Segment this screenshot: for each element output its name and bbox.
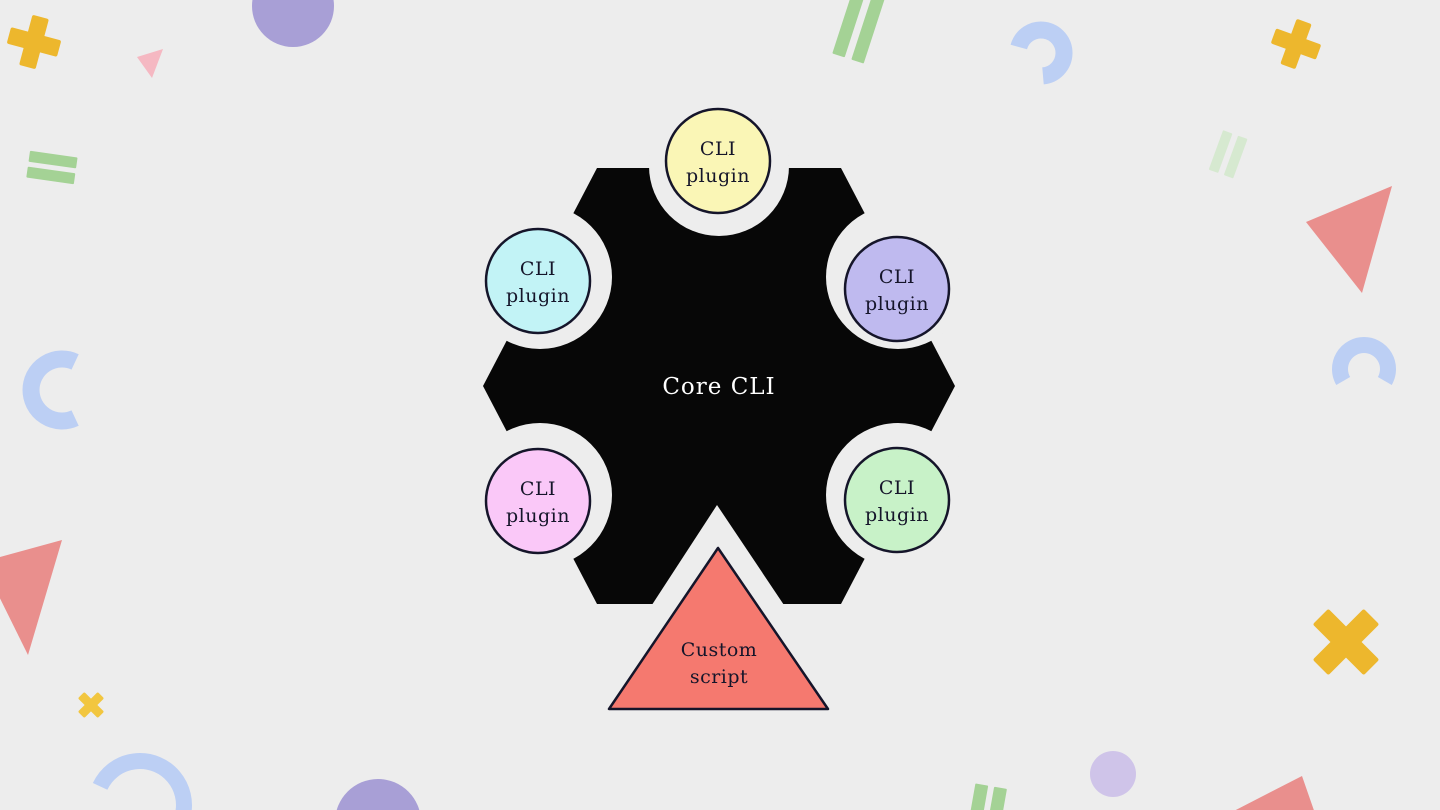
- custom-script-node: Custom script: [607, 546, 830, 711]
- plugin-circle-upper-right: [843, 235, 951, 343]
- deco-triangle-bottom-right-icon: [1235, 776, 1314, 810]
- deco-triangle-left-icon: [0, 540, 62, 655]
- deco-plus-top-left-icon: [7, 15, 61, 69]
- plugin-circle-lower-left: [484, 447, 592, 555]
- plugin-label-upper-left-line2: plugin: [506, 285, 570, 307]
- deco-cross-left-small-icon: [78, 692, 104, 718]
- plugin-circle-top: [664, 107, 772, 215]
- deco-arc-top-icon: [1010, 21, 1073, 85]
- custom-script-label-line2: script: [690, 666, 748, 688]
- deco-cross-bottom-right-icon: [1313, 609, 1379, 675]
- deco-bars-right-small-icon: [1209, 130, 1248, 179]
- plugin-node-upper-left: CLI plugin: [484, 227, 592, 335]
- plugin-label-upper-right-line2: plugin: [865, 293, 929, 315]
- plugin-label-upper-left-line1: CLI: [520, 258, 556, 280]
- plugin-node-top: CLI plugin: [664, 107, 772, 215]
- deco-arc-right-icon: [1332, 337, 1396, 385]
- deco-triangle-top-left-icon: [137, 49, 163, 78]
- custom-script-triangle: [607, 546, 830, 711]
- plugin-circle-upper-left: [484, 227, 592, 335]
- plugin-label-upper-right-line1: CLI: [879, 266, 915, 288]
- custom-script-label-line1: Custom: [681, 639, 758, 661]
- deco-bars-bottom-right-icon: [967, 783, 1007, 810]
- plugin-label-lower-right-line1: CLI: [879, 477, 915, 499]
- deco-arc-left-icon: [22, 350, 79, 430]
- plugin-label-top-line2: plugin: [686, 165, 750, 187]
- deco-circle-bottom-icon: [336, 779, 420, 810]
- deco-plus-top-right-icon: [1271, 19, 1321, 69]
- plugin-label-lower-right-line2: plugin: [865, 504, 929, 526]
- plugin-label-top-line1: CLI: [700, 138, 736, 160]
- plugin-label-lower-left-line1: CLI: [520, 478, 556, 500]
- deco-equals-left-icon: [26, 150, 78, 185]
- deco-bars-top-center-icon: [832, 0, 885, 64]
- plugin-node-lower-right: CLI plugin: [843, 446, 951, 554]
- core-cli-label: Core CLI: [662, 374, 775, 400]
- deco-triangle-right-icon: [1306, 186, 1392, 293]
- plugin-node-upper-right: CLI plugin: [843, 235, 951, 343]
- plugin-circle-lower-right: [843, 446, 951, 554]
- deco-circle-top-icon: [252, 0, 334, 47]
- plugin-node-lower-left: CLI plugin: [484, 447, 592, 555]
- deco-circle-small-bottom-right-icon: [1090, 751, 1136, 797]
- deco-arc-bottom-left-icon: [92, 753, 192, 810]
- plugin-label-lower-left-line2: plugin: [506, 505, 570, 527]
